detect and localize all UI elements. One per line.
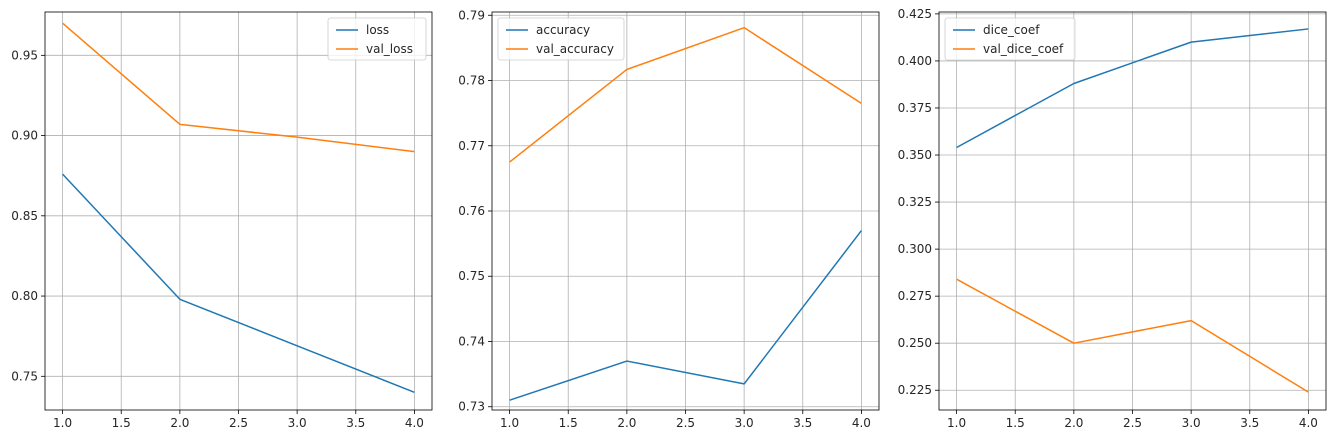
y-tick-label: 0.250 [898, 336, 932, 350]
x-tick-label: 3.5 [793, 416, 812, 430]
y-tick-label: 0.90 [11, 129, 38, 143]
legend-label: dice_coef [983, 23, 1040, 37]
x-tick-label: 2.0 [170, 416, 189, 430]
y-tick-label: 0.79 [458, 8, 485, 22]
legend: dice_coef val_dice_coef [944, 17, 1076, 61]
legend-label: accuracy [536, 23, 590, 37]
x-tick-label: 4.0 [405, 416, 424, 430]
series-line-accuracy [509, 230, 863, 401]
legend: loss val_loss [327, 17, 427, 61]
y-tick-label: 0.73 [458, 400, 485, 414]
y-tick-label: 0.76 [458, 204, 485, 218]
x-tick-label: 2.5 [229, 416, 248, 430]
y-tick-label: 0.75 [458, 269, 485, 283]
x-tick-label: 1.0 [53, 416, 72, 430]
x-tick-label: 1.5 [1006, 416, 1025, 430]
x-tick-label: 3.5 [346, 416, 365, 430]
chart-panel-2: 1.0 1.5 2.0 2.5 3.0 3.5 4.0 0.73 0.74 0.75 0.76 0.7… [458, 8, 880, 430]
y-tick-label: 0.225 [898, 383, 932, 397]
x-tick-label: 1.5 [112, 416, 131, 430]
legend-label: val_dice_coef [983, 42, 1064, 56]
legend-box [497, 17, 625, 61]
y-tick-label: 0.300 [898, 242, 932, 256]
x-tick-label: 2.0 [1064, 416, 1083, 430]
x-tick-label: 3.0 [288, 416, 307, 430]
y-tick-label: 0.375 [898, 101, 932, 115]
x-tick-label: 4.0 [852, 416, 871, 430]
x-tick-label: 2.0 [617, 416, 636, 430]
y-tick-label: 0.325 [898, 195, 932, 209]
series-line-val-loss [62, 22, 415, 153]
legend-label: loss [366, 23, 389, 37]
legend-label: val_loss [366, 42, 413, 56]
series-line-dice-coef [956, 28, 1309, 149]
x-tick-label: 3.5 [1240, 416, 1259, 430]
series-line-val-accuracy [509, 26, 862, 163]
y-tick-label: 0.74 [458, 334, 485, 348]
y-tick-label: 0.77 [458, 139, 485, 153]
series-line-val-dice-coef [956, 278, 1309, 393]
x-tick-label: 1.0 [500, 416, 519, 430]
chart-panel-3: 1.0 1.5 2.0 2.5 3.0 3.5 4.0 0.225 0.250 0.275 0.30… [898, 7, 1327, 430]
x-tick-label: 4.0 [1299, 416, 1318, 430]
y-tick-label: 0.95 [11, 48, 38, 62]
series-line-loss [62, 173, 415, 394]
y-tick-label: 0.400 [898, 54, 932, 68]
y-tick-label: 0.85 [11, 209, 38, 223]
x-tick-label: 1.5 [559, 416, 578, 430]
y-tick-label: 0.78 [458, 74, 485, 88]
chart-panel-1: 1.0 1.5 2.0 2.5 3.0 3.5 4.0 0.75 0.80 0.85 0.90 0.9… [11, 11, 433, 430]
x-tick-label: 3.0 [735, 416, 754, 430]
y-tick-label: 0.75 [11, 369, 38, 383]
y-tick-label: 0.425 [898, 7, 932, 21]
x-tick-label: 1.0 [947, 416, 966, 430]
y-tick-label: 0.350 [898, 148, 932, 162]
x-tick-label: 3.0 [1182, 416, 1201, 430]
x-tick-label: 2.5 [1123, 416, 1142, 430]
legend-label: val_accuracy [536, 42, 614, 56]
y-tick-label: 0.80 [11, 289, 38, 303]
x-tick-label: 2.5 [676, 416, 695, 430]
legend-box [944, 17, 1076, 61]
y-tick-label: 0.275 [898, 289, 932, 303]
legend: accuracy val_accuracy [497, 17, 625, 61]
